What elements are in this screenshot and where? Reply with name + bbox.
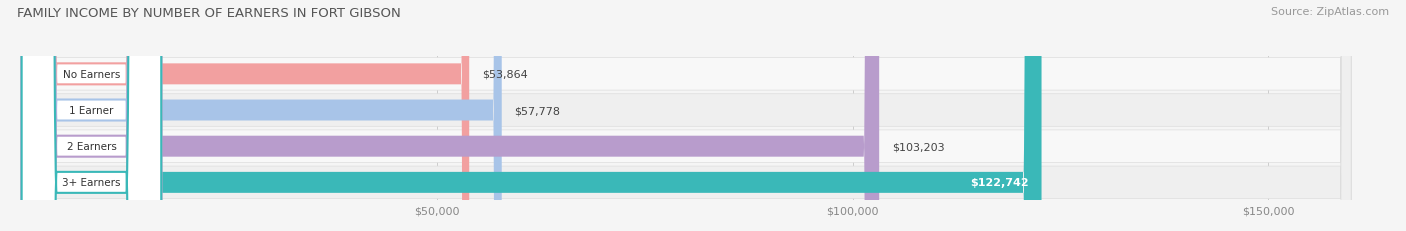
FancyBboxPatch shape bbox=[21, 0, 1351, 231]
Text: 3+ Earners: 3+ Earners bbox=[62, 178, 121, 188]
FancyBboxPatch shape bbox=[21, 0, 1351, 231]
Text: FAMILY INCOME BY NUMBER OF EARNERS IN FORT GIBSON: FAMILY INCOME BY NUMBER OF EARNERS IN FO… bbox=[17, 7, 401, 20]
FancyBboxPatch shape bbox=[21, 0, 162, 231]
Text: 1 Earner: 1 Earner bbox=[69, 106, 114, 116]
FancyBboxPatch shape bbox=[21, 0, 1351, 231]
Text: Source: ZipAtlas.com: Source: ZipAtlas.com bbox=[1271, 7, 1389, 17]
FancyBboxPatch shape bbox=[21, 0, 879, 231]
FancyBboxPatch shape bbox=[21, 0, 470, 231]
Text: 2 Earners: 2 Earners bbox=[66, 142, 117, 152]
Text: $103,203: $103,203 bbox=[891, 142, 945, 152]
Text: $57,778: $57,778 bbox=[515, 106, 560, 116]
FancyBboxPatch shape bbox=[21, 0, 1042, 231]
FancyBboxPatch shape bbox=[21, 0, 162, 231]
Text: $122,742: $122,742 bbox=[970, 178, 1029, 188]
Text: $53,864: $53,864 bbox=[482, 70, 527, 79]
FancyBboxPatch shape bbox=[21, 0, 162, 231]
FancyBboxPatch shape bbox=[21, 0, 1351, 231]
FancyBboxPatch shape bbox=[21, 0, 502, 231]
Text: No Earners: No Earners bbox=[63, 70, 120, 79]
FancyBboxPatch shape bbox=[21, 0, 162, 231]
